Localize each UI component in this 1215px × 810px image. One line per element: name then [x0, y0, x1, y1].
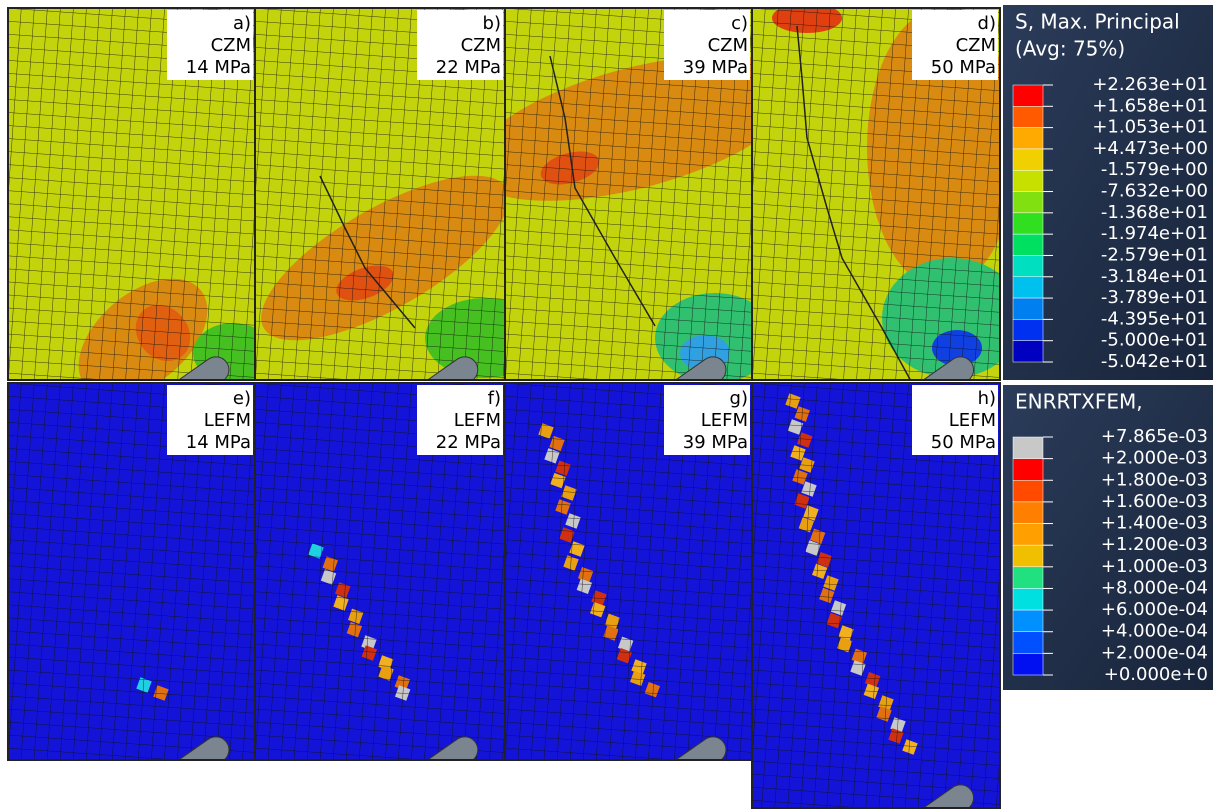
panel-load: 22 MPa	[436, 57, 501, 78]
legend-value: +1.600e-03	[1101, 491, 1208, 512]
legend-swatch	[1013, 653, 1043, 675]
legend-value: -5.000e+01	[1101, 330, 1208, 351]
panel-letter: d)	[978, 13, 996, 34]
legend-title: (Avg: 75%)	[1015, 37, 1125, 61]
panel-letter: c)	[731, 13, 748, 34]
legend-value: -3.184e+01	[1101, 266, 1208, 287]
legend-swatch	[1013, 459, 1043, 481]
legend-swatch	[1013, 480, 1043, 502]
panel-method: CZM	[708, 35, 748, 56]
legend-value: +2.000e-04	[1101, 642, 1208, 663]
legend-value: +7.865e-03	[1101, 426, 1208, 447]
legend-swatch	[1013, 255, 1043, 276]
legend-swatch	[1013, 502, 1043, 524]
legend-value: -4.395e+01	[1101, 308, 1208, 329]
panel-method: LEFM	[949, 410, 996, 431]
legend-value: +1.200e-03	[1101, 534, 1208, 555]
figure: a)CZM14 MPab)CZM22 MPac)CZM39 MPad)CZM50…	[0, 0, 1215, 810]
legend-value: +4.473e+00	[1092, 138, 1208, 159]
legend-swatch	[1013, 319, 1043, 340]
panel-load: 50 MPa	[931, 432, 996, 453]
legend-value: +2.000e-03	[1101, 448, 1208, 469]
legend-swatch	[1013, 588, 1043, 610]
panel-letter: a)	[233, 13, 251, 34]
panel-method: LEFM	[701, 410, 748, 431]
legend-value: -3.789e+01	[1101, 287, 1208, 308]
legend-value: +0.000e+0	[1104, 664, 1208, 685]
panel-letter: e)	[233, 388, 251, 409]
panel-method: LEFM	[454, 410, 501, 431]
legend-title: ENRRTXFEM,	[1015, 390, 1143, 414]
panel-load: 22 MPa	[436, 432, 501, 453]
panel: b)CZM22 MPa	[239, 8, 545, 413]
legend-swatch	[1013, 149, 1043, 170]
legend-value: +1.800e-03	[1101, 469, 1208, 490]
panel-load: 14 MPa	[186, 57, 251, 78]
legend-swatch	[1013, 128, 1043, 149]
legend-value: -1.368e+01	[1101, 202, 1208, 223]
legend-value: -1.579e+00	[1101, 159, 1208, 180]
panel-letter: g)	[730, 388, 748, 409]
panel: g)LEFM39 MPa	[505, 383, 752, 793]
legend-swatch	[1013, 213, 1043, 234]
legend-swatch	[1013, 85, 1043, 106]
legend-value: -5.042e+01	[1101, 351, 1208, 372]
legend-swatch	[1013, 341, 1043, 362]
legend-swatch	[1013, 234, 1043, 255]
legend-value: +8.000e-04	[1101, 577, 1208, 598]
legend-swatch	[1013, 545, 1043, 567]
legend-swatch	[1013, 632, 1043, 654]
legend-swatch	[1013, 610, 1043, 632]
panel-method: CZM	[211, 35, 251, 56]
legend-swatch	[1013, 277, 1043, 298]
legend-swatch	[1013, 106, 1043, 127]
legend-value: +2.263e+01	[1092, 74, 1208, 95]
panel-method: CZM	[461, 35, 501, 56]
legend-swatch	[1013, 437, 1043, 459]
panel-load: 39 MPa	[683, 432, 748, 453]
panel-letter: f)	[488, 388, 501, 409]
legend: S, Max. Principal(Avg: 75%)+2.263e+01+1.…	[1003, 5, 1213, 380]
legend-value: -1.974e+01	[1101, 223, 1208, 244]
legend-value: +1.400e-03	[1101, 513, 1208, 534]
legend-value: +4.000e-04	[1101, 621, 1208, 642]
legend-swatch	[1013, 298, 1043, 319]
legend-value: -7.632e+00	[1101, 181, 1208, 202]
panel-load: 14 MPa	[186, 432, 251, 453]
panel-method: LEFM	[204, 410, 251, 431]
legend-swatch	[1013, 524, 1043, 546]
legend: ENRRTXFEM, +7.865e-03+2.000e-03+1.800e-03…	[1003, 385, 1213, 690]
legend-title: S, Max. Principal	[1015, 10, 1180, 34]
legend-value: +1.658e+01	[1092, 95, 1208, 116]
legend-value: +1.053e+01	[1092, 117, 1208, 138]
panel-letter: h)	[978, 388, 996, 409]
panel-load: 50 MPa	[931, 57, 996, 78]
legend-swatch	[1013, 567, 1043, 589]
legend-value: +1.000e-03	[1101, 556, 1208, 577]
legend-value: +6.000e-04	[1101, 599, 1208, 620]
legend-swatch	[1013, 170, 1043, 191]
panel-letter: b)	[483, 13, 501, 34]
panel-method: CZM	[956, 35, 996, 56]
panel-load: 39 MPa	[683, 57, 748, 78]
legend-value: -2.579e+01	[1101, 244, 1208, 265]
legend-swatch	[1013, 192, 1043, 213]
